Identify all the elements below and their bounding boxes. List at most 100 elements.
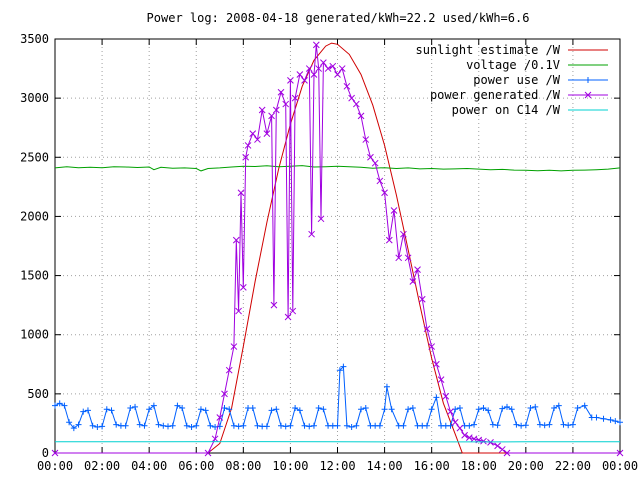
series-line xyxy=(55,44,620,454)
data-point xyxy=(532,403,539,410)
data-point xyxy=(395,254,403,262)
series-line xyxy=(54,165,621,172)
data-point xyxy=(225,366,233,374)
data-point xyxy=(84,407,91,414)
data-point xyxy=(301,77,308,84)
data-point xyxy=(437,376,445,384)
data-point xyxy=(240,422,247,429)
data-point xyxy=(607,416,614,423)
data-point xyxy=(202,407,209,414)
data-point xyxy=(242,153,250,161)
data-point xyxy=(494,442,501,450)
data-point xyxy=(418,295,426,303)
data-point xyxy=(494,422,501,429)
data-point xyxy=(212,423,219,430)
data-point xyxy=(89,422,96,429)
legend-label: sunlight estimate /W xyxy=(416,43,561,57)
data-point xyxy=(616,449,624,457)
data-point xyxy=(306,423,313,430)
data-point xyxy=(169,422,176,429)
data-point xyxy=(466,422,473,429)
data-point xyxy=(362,405,369,412)
data-point xyxy=(362,136,370,143)
data-point xyxy=(315,65,323,72)
data-point xyxy=(237,189,245,197)
data-point xyxy=(289,307,297,315)
data-point xyxy=(230,422,237,429)
series-line xyxy=(55,42,620,454)
data-point xyxy=(103,406,110,413)
data-point xyxy=(235,307,242,315)
data-point xyxy=(193,422,200,429)
data-point xyxy=(489,421,496,428)
data-point xyxy=(292,405,299,412)
data-point xyxy=(301,422,308,429)
data-point xyxy=(334,71,341,78)
data-point xyxy=(433,394,440,401)
data-point xyxy=(230,343,238,350)
data-point xyxy=(600,415,607,422)
data-point xyxy=(527,405,534,412)
data-point xyxy=(555,402,562,409)
data-point xyxy=(61,402,68,409)
data-point xyxy=(546,421,553,428)
x-tick-label: 10:00 xyxy=(272,459,308,473)
legend-marker xyxy=(585,77,591,83)
data-point xyxy=(409,278,417,285)
data-point xyxy=(51,449,59,457)
data-point xyxy=(317,215,325,223)
data-point xyxy=(447,422,454,429)
data-point xyxy=(308,230,315,238)
data-point xyxy=(400,230,407,238)
x-tick-label: 04:00 xyxy=(131,459,167,473)
data-point xyxy=(352,100,360,108)
x-tick-label: 02:00 xyxy=(84,459,120,473)
data-point xyxy=(348,423,355,430)
x-tick-label: 14:00 xyxy=(367,459,403,473)
data-point xyxy=(155,421,162,428)
data-point xyxy=(451,418,459,426)
x-tick-label: 18:00 xyxy=(461,459,497,473)
data-point xyxy=(388,406,395,413)
data-point xyxy=(381,406,388,413)
data-point xyxy=(221,405,228,412)
data-point xyxy=(376,177,384,185)
data-point xyxy=(174,402,181,409)
data-point xyxy=(504,403,510,410)
data-point xyxy=(188,423,195,430)
data-point xyxy=(376,422,383,429)
data-point xyxy=(409,405,416,412)
data-point xyxy=(258,106,266,114)
data-point xyxy=(343,82,351,90)
data-point xyxy=(113,421,120,428)
data-point xyxy=(428,343,436,350)
chart-title: Power log: 2008-04-18 generated/kWh=22.2… xyxy=(147,11,530,25)
data-point xyxy=(235,423,242,430)
data-point xyxy=(94,423,101,430)
data-point xyxy=(358,406,365,413)
data-point xyxy=(499,405,506,412)
data-point xyxy=(310,71,318,78)
data-point xyxy=(404,254,412,262)
data-point xyxy=(211,435,219,443)
data-point xyxy=(343,422,350,429)
data-point xyxy=(136,421,143,428)
data-point xyxy=(122,422,129,429)
data-point xyxy=(498,446,506,453)
data-point xyxy=(132,403,139,410)
data-point xyxy=(278,422,284,429)
data-point xyxy=(183,422,190,429)
data-point xyxy=(146,406,153,413)
data-point xyxy=(383,383,390,390)
x-tick-label: 16:00 xyxy=(414,459,450,473)
legend-label: voltage /0.1V xyxy=(466,58,560,72)
data-point xyxy=(99,423,106,430)
data-point xyxy=(423,325,431,333)
data-point xyxy=(390,207,398,214)
data-point xyxy=(263,423,270,430)
data-point xyxy=(226,406,233,413)
data-point xyxy=(487,439,494,446)
legend-label: power generated /W xyxy=(430,88,561,102)
legend-label: power use /W xyxy=(473,73,560,87)
